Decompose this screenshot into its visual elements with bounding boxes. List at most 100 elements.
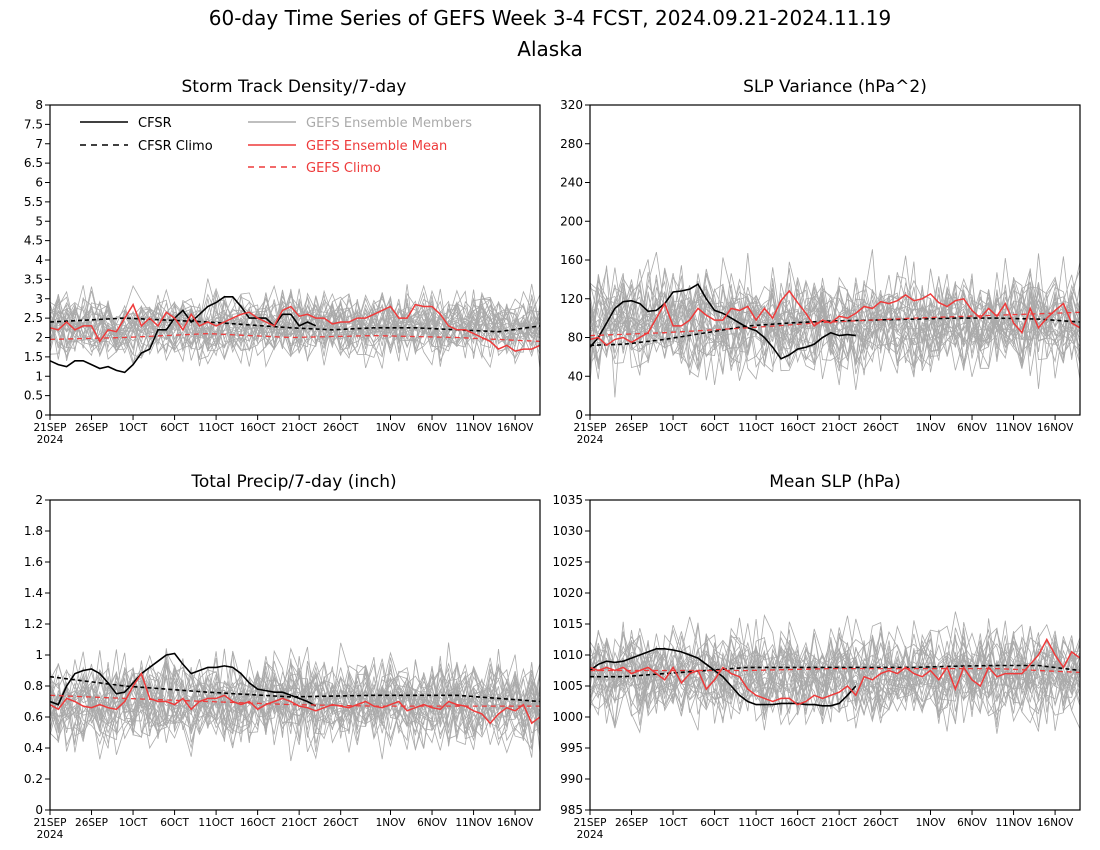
x-tick-label: 21SEP (34, 422, 67, 434)
panel-title: Mean SLP (hPa) (769, 472, 901, 492)
ensemble-member-line (590, 277, 1080, 367)
x-tick-label: 6NOV (957, 817, 988, 829)
legend-members-label: GEFS Ensemble Members (306, 116, 472, 131)
plot-frame (49, 104, 541, 416)
y-tick-label: 2 (35, 331, 43, 345)
x-tick-label: 16OCT (780, 422, 816, 434)
x-tick-label: 11NOV (995, 817, 1032, 829)
panel-title: Total Precip/7-day (inch) (190, 472, 396, 492)
x-tick-label: 1NOV (376, 817, 407, 829)
x-tick-label: 11NOV (455, 422, 492, 434)
x-tick-label: 16OCT (240, 817, 276, 829)
x-tick-label: 11OCT (198, 422, 234, 434)
y-tick-label: 3.5 (24, 272, 43, 286)
y-tick-label: 4 (35, 253, 43, 267)
x-tick-label: 21SEP (34, 817, 67, 829)
y-tick-label: 320 (560, 98, 583, 112)
y-tick-label: 120 (560, 292, 583, 306)
ensemble-member-line (50, 655, 540, 752)
ensemble-member-line (50, 657, 540, 758)
ensemble-member-line (590, 256, 1080, 381)
ensemble-member-line (50, 286, 540, 351)
x-tick-label: 11NOV (455, 817, 492, 829)
y-tick-label: 1.6 (24, 555, 43, 569)
cfsr-climo-line (50, 675, 540, 703)
y-tick-label: 995 (560, 741, 583, 755)
x-tick-label: 21OCT (281, 817, 317, 829)
x-tick-label: 16NOV (1037, 422, 1074, 434)
slp-variance-panel: SLP Variance (hPa^2) 0 40 80 120 160 200 240 28… (560, 77, 1081, 446)
y-tick-label: 8 (35, 98, 43, 112)
total-precip-panel: Total Precip/7-day (inch) 0 0.2 0.4 0.6 0.8 1… (24, 472, 541, 841)
ensemble-member-line (50, 298, 540, 357)
y-tick-label: 1005 (552, 679, 583, 693)
y-tick-label: 7 (35, 137, 43, 151)
y-tick-label: 1.2 (24, 617, 43, 631)
figure-subtitle: Alaska (517, 37, 582, 61)
gefs-climo-line (50, 332, 540, 343)
x-tick-label: 26SEP (75, 422, 108, 434)
x-tick-label: 11OCT (738, 817, 774, 829)
x-tick-label: 26SEP (615, 422, 648, 434)
plot-frame (49, 499, 541, 811)
y-tick-label: 1030 (552, 524, 583, 538)
x-tick-label: 16NOV (1037, 817, 1074, 829)
ensemble-members (590, 611, 1080, 734)
y-tick-label: 4.5 (24, 234, 43, 248)
ensemble-member-line (50, 650, 540, 745)
ensemble-members (590, 249, 1080, 398)
cfsr-climo-line (50, 317, 540, 333)
cfsr-line (50, 295, 317, 374)
y-tick-label: 0.5 (24, 389, 43, 403)
x-tick-label: 1OCT (119, 817, 148, 829)
x-tick-label: 16NOV (497, 817, 534, 829)
x-tick-label: 11NOV (995, 422, 1032, 434)
x-tick-label: 1NOV (376, 422, 407, 434)
year-label: 2024 (577, 829, 604, 841)
gefs-climo-line (50, 694, 540, 707)
ensemble-member-line (50, 295, 540, 360)
x-tick-label: 1OCT (659, 817, 688, 829)
y-tick-label: 985 (560, 803, 583, 817)
year-label: 2024 (37, 829, 64, 841)
plot-frame (589, 104, 1081, 416)
x-tick-label: 6OCT (160, 817, 189, 829)
ensemble-members (50, 642, 540, 762)
cfsr-line (590, 647, 857, 707)
y-tick-label: 1000 (552, 710, 583, 724)
y-tick-label: 280 (560, 137, 583, 151)
cfsr-line (50, 652, 317, 707)
y-tick-label: 0 (35, 408, 43, 422)
panel-title: SLP Variance (hPa^2) (743, 77, 927, 97)
x-tick-label: 21SEP (574, 817, 607, 829)
ensemble-member-line (590, 627, 1080, 731)
y-tick-label: 80 (568, 331, 583, 345)
x-tick-label: 26SEP (615, 817, 648, 829)
ensemble-member-line (590, 277, 1080, 374)
legend-mean-label: GEFS Ensemble Mean (306, 139, 447, 154)
ensemble-member-line (590, 625, 1080, 725)
ensemble-member-line (50, 293, 540, 366)
mean-slp-panel: Mean SLP (hPa) 985 990 995 1000 1005 1010 1015… (552, 472, 1081, 841)
ensemble-member-line (590, 281, 1080, 371)
y-tick-label: 1035 (552, 493, 583, 507)
x-tick-label: 21OCT (821, 422, 857, 434)
legend: CFSR CFSR Climo GEFS Ensemble Members GE… (80, 116, 472, 176)
ensemble-member-line (50, 290, 540, 362)
x-tick-label: 1OCT (119, 422, 148, 434)
y-tick-label: 1010 (552, 648, 583, 662)
x-tick-label: 16OCT (240, 422, 276, 434)
ensemble-member-line (590, 249, 1080, 380)
y-tick-label: 1.5 (24, 350, 43, 364)
gefs-climo-line (590, 311, 1080, 337)
y-tick-label: 5 (35, 214, 43, 228)
gefs-mean-line (50, 671, 540, 725)
y-tick-label: 1 (35, 369, 43, 383)
x-tick-label: 16OCT (780, 817, 816, 829)
gefs-mean-line (590, 289, 1080, 347)
x-tick-label: 26OCT (863, 422, 899, 434)
ensemble-member-line (590, 623, 1080, 732)
cfsr-climo-line (590, 664, 1080, 678)
legend-cfsr-climo-label: CFSR Climo (138, 139, 213, 154)
